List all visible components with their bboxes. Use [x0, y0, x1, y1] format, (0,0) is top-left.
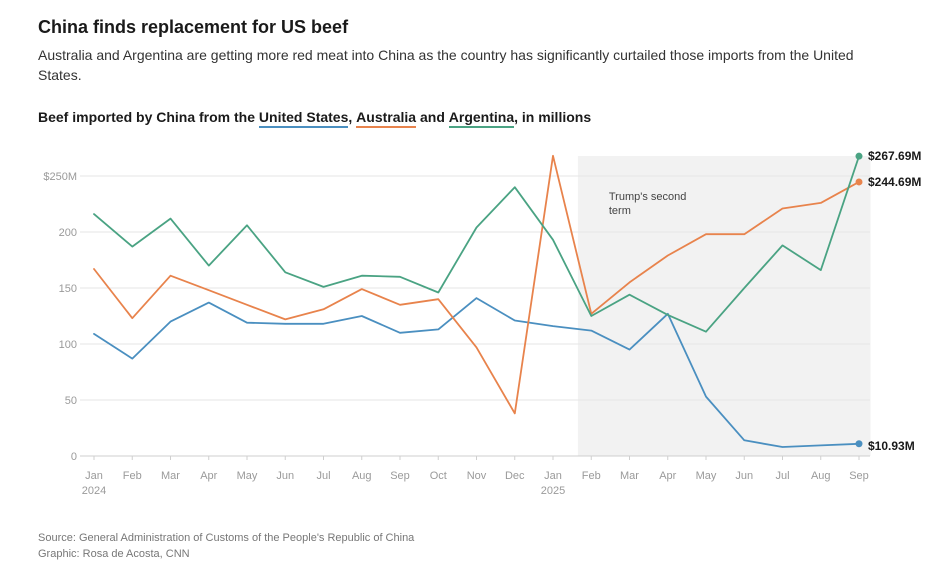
- shaded-region-label-line-1: Trump's second: [609, 191, 687, 203]
- x-tick-label: Sep: [849, 470, 869, 482]
- year-label: 2024: [82, 485, 106, 497]
- y-tick-label: 50: [65, 395, 77, 407]
- x-tick-label: Nov: [467, 470, 487, 482]
- x-tick-label: Jul: [775, 470, 789, 482]
- year-label: 2025: [541, 485, 565, 497]
- x-tick-label: Feb: [582, 470, 601, 482]
- x-tick-label: Jun: [276, 470, 294, 482]
- x-tick-label: Apr: [200, 470, 217, 482]
- y-tick-label: $250M: [43, 171, 77, 183]
- series-line-argentina: [93, 155, 860, 333]
- x-tick-label: Mar: [161, 470, 180, 482]
- x-tick-label: Jul: [316, 470, 330, 482]
- footer: Source: General Administration of Custom…: [38, 530, 414, 562]
- heading-sep-2: and: [416, 109, 449, 125]
- x-tick-label: Aug: [352, 470, 372, 482]
- x-tick-label: Dec: [505, 470, 525, 482]
- legend-australia: Australia: [356, 109, 417, 128]
- chart-title: China finds replacement for US beef: [38, 17, 349, 37]
- x-tick-label: Sep: [390, 470, 410, 482]
- x-tick-label: Aug: [811, 470, 831, 482]
- x-tick-label: Mar: [620, 470, 639, 482]
- x-tick-label: Jan: [544, 470, 562, 482]
- x-tick-label: May: [696, 470, 717, 482]
- end-point-argentina: [855, 152, 863, 160]
- heading-suffix: , in millions: [514, 109, 592, 125]
- series-line-us: [93, 297, 860, 448]
- x-tick-label: Oct: [430, 470, 447, 482]
- x-tick-label: Jun: [735, 470, 753, 482]
- x-tick-label: Jan: [85, 470, 103, 482]
- chart-heading: Beef imported by China from the United S…: [38, 109, 591, 128]
- end-label-us: $10.93M: [868, 439, 915, 453]
- x-tick-label: Feb: [123, 470, 142, 482]
- y-tick-label: 150: [59, 283, 77, 295]
- end-point-us: [855, 440, 863, 448]
- heading-sep-1: ,: [348, 109, 357, 125]
- y-tick-label: 0: [71, 451, 77, 463]
- y-tick-label: 200: [59, 227, 77, 239]
- series-line-australia: [93, 154, 860, 415]
- source-note: Source: General Administration of Custom…: [38, 532, 415, 544]
- legend-argentina: Argentina: [448, 109, 515, 128]
- end-label-australia: $244.69M: [868, 175, 921, 189]
- legend-united-states: United States: [258, 109, 349, 128]
- shaded-region-label-line-2: term: [609, 205, 631, 217]
- shaded-region: [577, 156, 871, 456]
- end-point-australia: [855, 178, 863, 186]
- x-tick-label: Apr: [659, 470, 676, 482]
- heading-prefix: Beef imported by China from the: [38, 109, 259, 125]
- graphic-credit: Graphic: Rosa de Acosta, CNN: [38, 548, 190, 560]
- x-tick-label: May: [237, 470, 258, 482]
- end-label-argentina: $267.69M: [868, 149, 921, 163]
- chart-subtitle: Australia and Argentina are getting more…: [38, 47, 854, 83]
- y-tick-label: 100: [59, 339, 77, 351]
